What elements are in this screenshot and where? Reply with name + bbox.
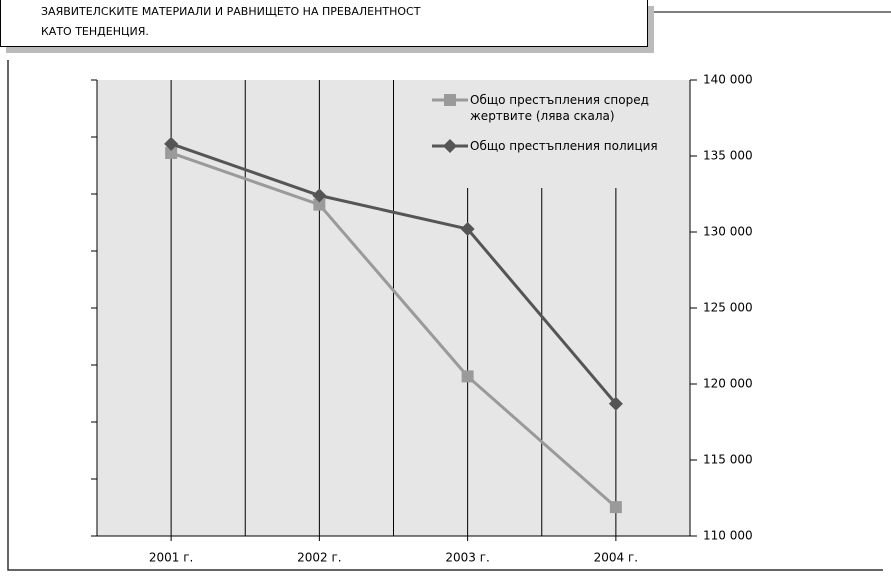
point-marker [461,370,474,383]
note-box: ЗАЯВИТЕЛСКИТЕ МАТЕРИАЛИ И РАВНИЩЕТО НА П… [0,0,648,47]
x-tick-label: 2003 г. [445,551,489,565]
note-line: КАТО ТЕНДЕНЦИЯ. [41,25,149,38]
point-marker [313,198,326,211]
note-line: ЗАЯВИТЕЛСКИТЕ МАТЕРИАЛИ И РАВНИЩЕТО НА П… [41,5,421,18]
y2-tick-label: 135 000 [703,149,753,163]
y2-tick-label: 130 000 [703,225,753,239]
y2-tick-label: 125 000 [703,301,753,315]
series-line [170,142,618,405]
point-marker [312,188,327,203]
y2-tick-label: 140 000 [703,73,753,87]
series-line [170,151,617,509]
point-marker [608,396,623,411]
legend-marker [443,139,457,153]
frame [7,60,883,571]
point-marker [165,146,178,159]
x-tick-label: 2001 г. [149,551,193,565]
legend-label: Общо престъпления според жертвите (лява … [470,93,649,123]
x-tick-label: 2004 г. [594,551,638,565]
y2-tick-label: 120 000 [703,377,753,391]
point-marker [609,501,622,514]
legend-marker [444,94,456,106]
legend-label: Общо престъпления полиция [470,139,658,153]
point-marker [460,221,475,236]
point-marker [164,136,179,151]
y2-tick-label: 115 000 [703,453,753,467]
x-tick-label: 2002 г. [297,551,341,565]
y2-tick-label: 110 000 [703,529,753,543]
